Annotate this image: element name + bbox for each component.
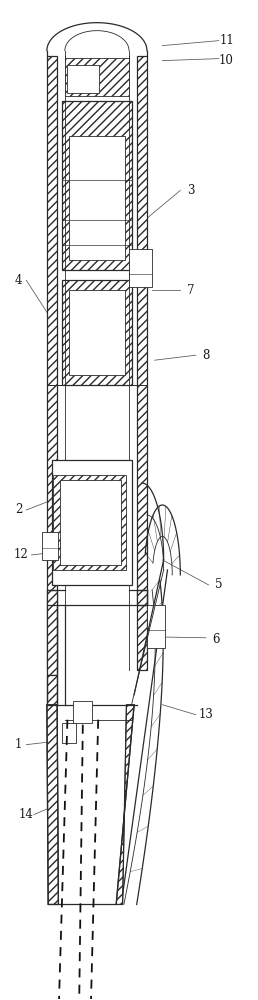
Bar [47, 675, 57, 705]
Bar [52, 460, 132, 585]
Bar [42, 532, 58, 560]
Text: 1: 1 [15, 738, 22, 751]
Bar [65, 58, 129, 96]
Text: 5: 5 [215, 578, 223, 591]
Bar [129, 249, 152, 287]
Bar [69, 136, 125, 260]
Text: 13: 13 [199, 708, 213, 721]
Bar [147, 605, 165, 648]
Text: 3: 3 [187, 184, 194, 197]
Bar [137, 590, 147, 605]
Bar [67, 65, 100, 93]
Polygon shape [47, 705, 58, 904]
Text: 6: 6 [213, 633, 220, 646]
Text: 12: 12 [14, 548, 29, 561]
Text: 4: 4 [15, 274, 22, 287]
Text: 14: 14 [19, 808, 34, 821]
Bar [62, 101, 132, 270]
Text: 2: 2 [15, 503, 22, 516]
Polygon shape [116, 705, 134, 904]
Text: 10: 10 [219, 54, 234, 67]
Text: 8: 8 [202, 349, 210, 362]
Bar [62, 723, 76, 743]
Bar [53, 475, 126, 570]
Bar [47, 590, 57, 675]
Bar [62, 280, 132, 385]
Text: 11: 11 [219, 34, 234, 47]
Bar [60, 480, 121, 565]
Bar [72, 701, 92, 723]
Bar [69, 290, 125, 375]
Bar [137, 56, 147, 670]
Text: 7: 7 [187, 284, 194, 297]
Bar [47, 56, 57, 670]
